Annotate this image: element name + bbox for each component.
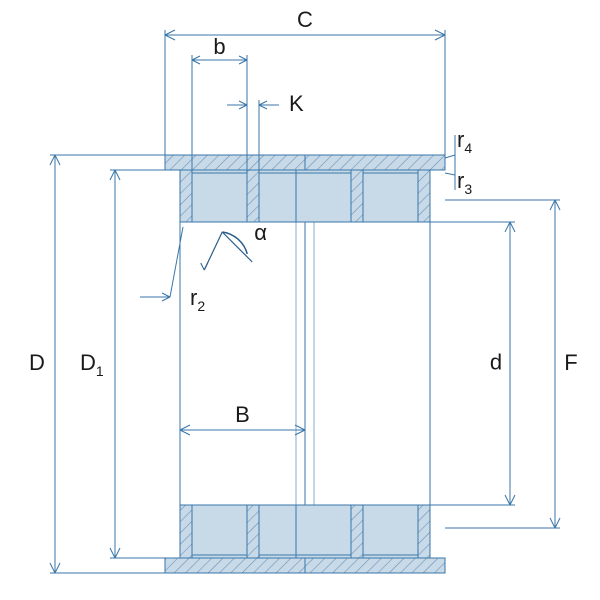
svg-text:b: b: [213, 34, 225, 59]
svg-text:r2: r2: [190, 285, 205, 314]
svg-text:K: K: [289, 91, 304, 116]
svg-text:B: B: [235, 402, 250, 427]
svg-text:D1: D1: [80, 350, 104, 379]
svg-text:D: D: [29, 350, 45, 375]
bearing-dimension-diagram: Cb Kr4 r3 D D1 d F Br2 α: [0, 0, 600, 600]
svg-text:α: α: [254, 220, 267, 245]
svg-text:r3: r3: [457, 168, 472, 197]
svg-text:C: C: [297, 7, 313, 32]
svg-text:d: d: [490, 350, 502, 375]
svg-text:r4: r4: [457, 127, 472, 156]
svg-text:F: F: [564, 350, 577, 375]
